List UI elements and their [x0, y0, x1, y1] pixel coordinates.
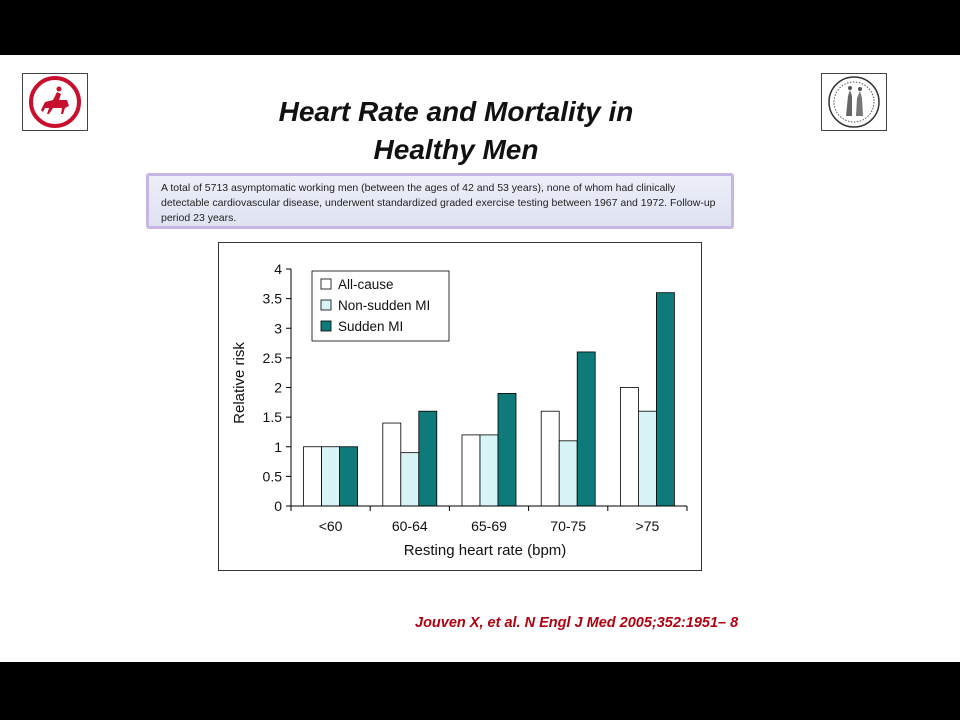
study-description: A total of 5713 asymptomatic working men… — [146, 173, 734, 229]
y-tick-label: 4 — [274, 261, 282, 277]
legend-box — [311, 270, 450, 342]
x-tick-label: 65-69 — [471, 518, 507, 534]
y-tick-label: 3.5 — [263, 291, 283, 307]
x-axis: <60 60-64 65-69 70-75 >75 — [290, 506, 688, 534]
seal-logo-icon — [828, 76, 880, 128]
legend-swatch — [320, 278, 332, 290]
bar-2-0 — [339, 446, 358, 507]
bar-2-1 — [418, 410, 438, 507]
y-tick-label: 2.5 — [263, 350, 283, 366]
citation: Jouven X, et al. N Engl J Med 2005;352:1… — [415, 615, 739, 631]
chart-legend: All-cause Non-sudden MI Sudden MI — [311, 270, 450, 342]
bar-1-1 — [400, 452, 420, 507]
y-axis-label: Relative risk — [231, 342, 248, 424]
x-tick-label: <60 — [319, 518, 343, 534]
legend-label: Non-sudden MI — [338, 298, 430, 313]
bar-2-3 — [576, 351, 596, 507]
bar-0-1 — [382, 422, 402, 507]
y-tick-label: 2 — [274, 380, 282, 396]
legend-label: Sudden MI — [338, 319, 403, 334]
y-tick-label: 1.5 — [263, 409, 283, 425]
bar-1-2 — [479, 434, 499, 507]
slide: Heart Rate and Mortality in Healthy Men … — [0, 55, 960, 662]
bar-1-4 — [637, 410, 657, 507]
bar-0-4 — [619, 387, 639, 507]
university-seal-right — [821, 73, 887, 131]
x-tick-label: 60-64 — [392, 518, 428, 534]
legend-label: All-cause — [338, 277, 394, 292]
y-tick-label: 3 — [274, 320, 282, 336]
bar-1-0 — [321, 446, 340, 507]
y-tick-label: 0 — [274, 498, 282, 514]
y-tick-label: 0.5 — [263, 468, 283, 484]
legend-swatch — [320, 320, 332, 332]
bar-0-0 — [303, 446, 322, 507]
slide-title-line1: Heart Rate and Mortality in — [278, 96, 634, 127]
y-tick-label: 1 — [274, 439, 282, 455]
chart-frame: 0 0.5 1 1.5 2 2.5 3 3.5 4 <60 60-64 65-69 70-75 >75 … — [218, 242, 702, 571]
bar-2-4 — [655, 292, 675, 507]
bar-1-3 — [558, 440, 578, 507]
bars-group — [303, 292, 675, 507]
x-axis-label: Resting heart rate (bpm) — [404, 542, 567, 559]
bar-0-2 — [461, 434, 481, 507]
bar-2-2 — [497, 393, 517, 507]
x-tick-label: 70-75 — [550, 518, 586, 534]
bar-chart: 00.511.522.533.54 <60 60-64 65-69 70-75 >75 … — [231, 261, 688, 559]
university-logo-left — [22, 73, 88, 131]
horseman-logo-icon — [29, 76, 81, 128]
x-tick-label: >75 — [636, 518, 660, 534]
y-axis: 0 0.5 1 1.5 2 2.5 3 3.5 4 — [263, 261, 291, 514]
slide-title: Heart Rate and Mortality in Healthy Men — [200, 93, 712, 169]
bar-0-3 — [540, 410, 560, 507]
slide-title-line2: Healthy Men — [373, 134, 539, 165]
legend-swatch — [320, 299, 332, 311]
